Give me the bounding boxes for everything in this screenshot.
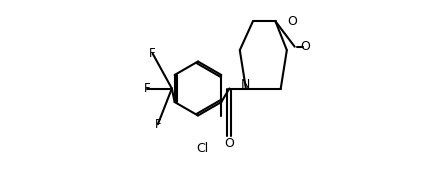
Text: O: O (225, 137, 234, 150)
Text: F: F (144, 82, 151, 95)
Text: O: O (300, 40, 310, 53)
Text: F: F (155, 118, 161, 131)
Text: N: N (241, 78, 251, 91)
Text: Cl: Cl (196, 142, 209, 155)
Text: F: F (149, 47, 156, 60)
Text: O: O (287, 15, 297, 28)
